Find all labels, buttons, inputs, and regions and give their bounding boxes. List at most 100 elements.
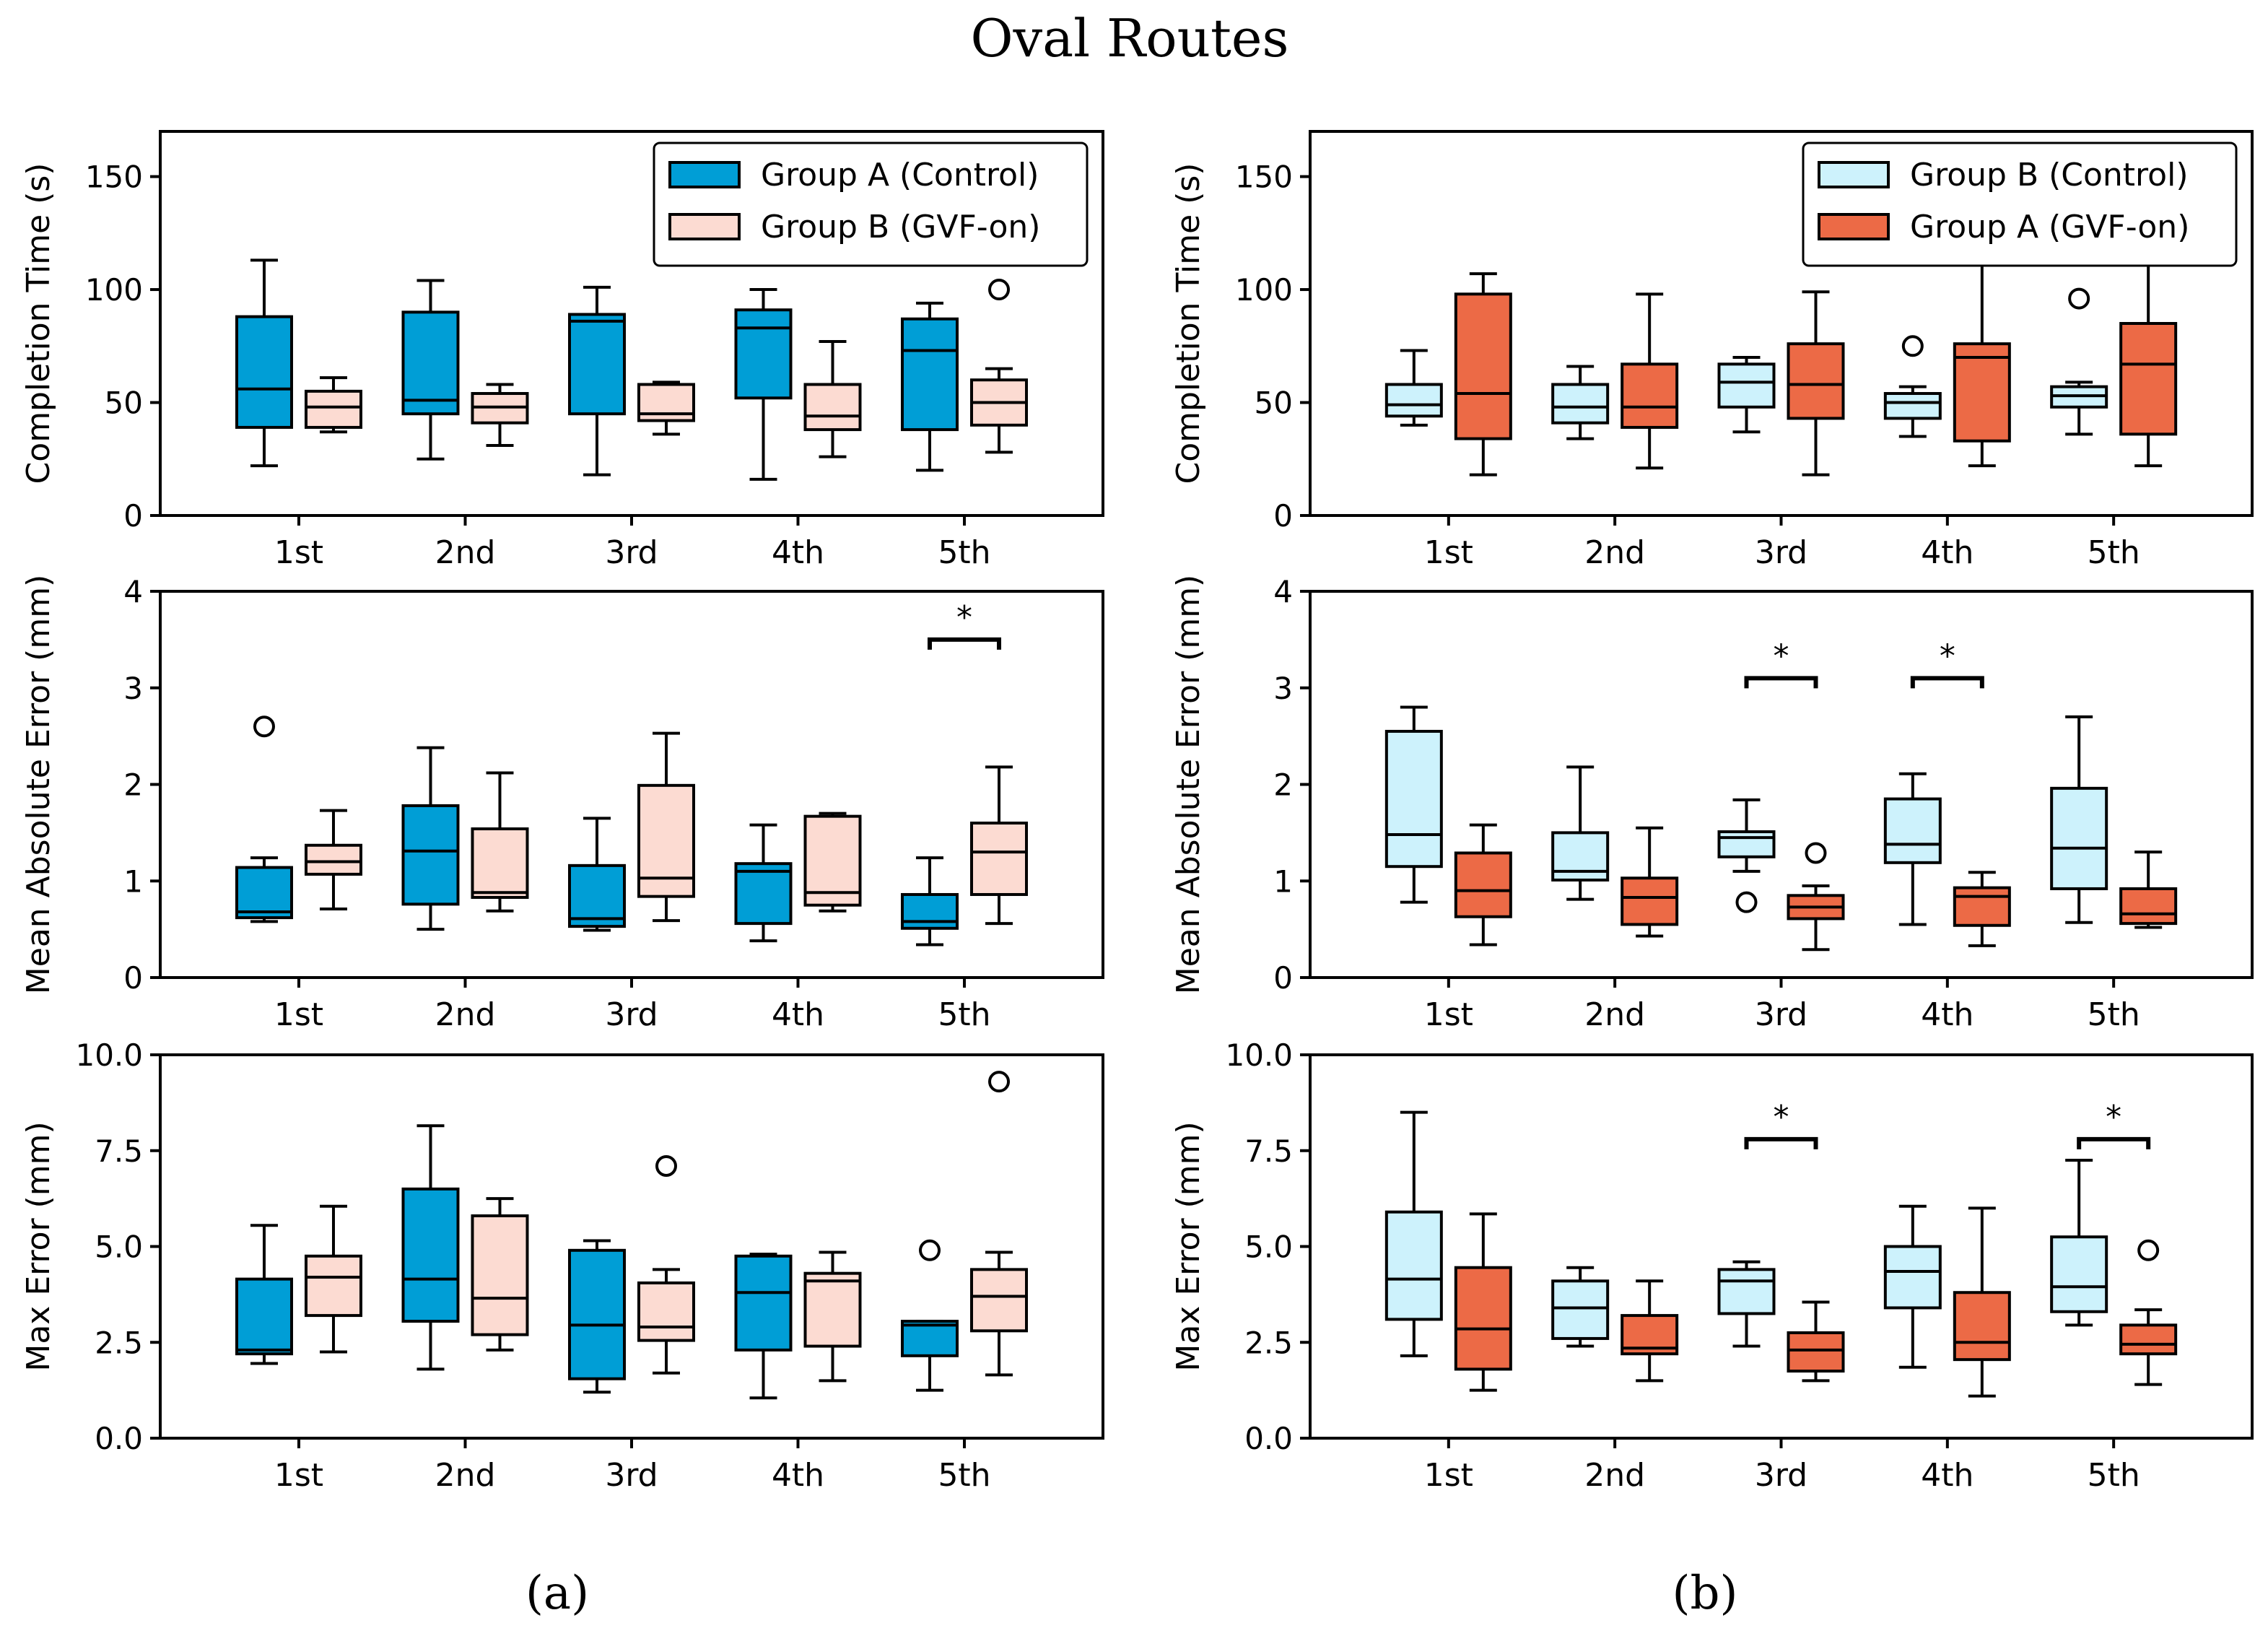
box-series1-2nd <box>1551 1266 1610 1348</box>
box-iqr <box>1384 383 1443 418</box>
y-tick-label: 100 <box>1235 272 1293 308</box>
box-series1-3rd <box>568 285 626 477</box>
y-tick-label: 2 <box>1273 767 1293 803</box>
y-tick-label: 10.0 <box>75 1037 143 1073</box>
y-tick-label: 0.0 <box>1244 1421 1293 1456</box>
x-tick-label: 3rd <box>1755 534 1807 571</box>
box-iqr <box>401 1187 460 1323</box>
x-tick-label: 1st <box>274 996 323 1033</box>
box-iqr <box>304 843 362 876</box>
box-iqr <box>1717 830 1776 858</box>
box-series2-2nd <box>471 771 529 913</box>
x-tick-label: 4th <box>1921 534 1973 571</box>
y-tick-label: 5.0 <box>95 1230 143 1265</box>
box-iqr <box>734 308 793 400</box>
x-tick-label: 5th <box>938 1457 990 1494</box>
box-series1-3rd <box>1717 1260 1776 1348</box>
significance-star: * <box>1774 638 1789 674</box>
x-tick-label: 5th <box>938 534 990 571</box>
box-series2-2nd <box>471 383 529 447</box>
significance-star: * <box>956 599 972 636</box>
box-iqr <box>568 1248 626 1380</box>
outlier-point <box>2068 287 2090 310</box>
axes-frame <box>159 1053 1104 1440</box>
box-iqr <box>1621 362 1679 429</box>
outlier-point <box>988 1071 1011 1093</box>
box-series1-2nd <box>401 1124 460 1371</box>
box-iqr <box>901 1320 959 1357</box>
y-tick-label: 3 <box>1273 671 1293 706</box>
x-tick-label: 3rd <box>605 996 658 1033</box>
box-series1-1st <box>235 258 293 468</box>
x-tick-label: 4th <box>772 534 824 571</box>
significance-star: * <box>1940 638 1955 674</box>
y-tick-label: 50 <box>105 386 143 421</box>
x-tick-label: 5th <box>2088 1457 2140 1494</box>
x-tick-label: 1st <box>1424 996 1473 1033</box>
x-tick-label: 4th <box>1921 996 1973 1033</box>
box-iqr <box>471 827 529 899</box>
box-series2-5th <box>2119 256 2178 468</box>
x-tick-label: 5th <box>2088 534 2140 571</box>
legend-swatch <box>668 213 741 240</box>
legend: Group A (Control) Group B (GVF-on) <box>653 142 1089 267</box>
box-iqr <box>2050 786 2108 890</box>
y-axis-label: Mean Absolute Error (mm) <box>20 575 57 994</box>
panel-b-label: (b) <box>1672 1567 1738 1620</box>
box-series1-3rd <box>1717 798 1776 913</box>
box-series2-5th <box>970 1071 1029 1377</box>
box-iqr <box>235 315 293 429</box>
box-iqr <box>1787 342 1845 420</box>
box-series2-1st <box>304 809 362 911</box>
y-tick-label: 1 <box>1273 863 1293 899</box>
box-iqr <box>2050 1235 2108 1313</box>
box-iqr <box>734 862 793 926</box>
box-series2-1st <box>304 376 362 434</box>
x-tick-label: 1st <box>274 534 323 571</box>
legend-swatch <box>668 161 741 188</box>
x-tick-label: 2nd <box>435 996 496 1033</box>
y-tick-label: 0 <box>1273 498 1293 534</box>
box-iqr <box>901 317 959 432</box>
y-tick-label: 2.5 <box>1244 1325 1293 1360</box>
box-series2-4th <box>803 1250 862 1383</box>
box-series1-4th <box>1883 1204 1942 1369</box>
box-iqr <box>235 866 293 920</box>
x-tick-label: 4th <box>1921 1457 1973 1494</box>
y-tick-label: 2 <box>123 767 143 803</box>
chart-b-max: 0.0 2.5 5.0 7.5 10.0 Max Error (mm) 1st 2nd 3rd 4… <box>1170 1037 2254 1494</box>
outlier-point <box>988 279 1011 301</box>
box-series1-5th <box>2050 1159 2108 1327</box>
box-iqr <box>1551 831 1610 882</box>
outlier-point <box>253 715 275 738</box>
box-iqr <box>2119 322 2178 436</box>
y-tick-label: 0 <box>1273 960 1293 996</box>
y-tick-label: 5.0 <box>1244 1230 1293 1265</box>
box-iqr <box>235 1277 293 1356</box>
legend-frame <box>1802 142 2238 267</box>
box-series1-1st <box>1384 705 1443 904</box>
chart-b-mae: 0 1 2 3 4 Mean Absolute Error (mm) 1st 2nd 3rd 4t… <box>1170 574 2254 1033</box>
y-tick-label: 0 <box>123 498 143 534</box>
y-tick-label: 1 <box>123 863 143 899</box>
x-tick-label: 1st <box>1424 534 1473 571</box>
box-series1-1st <box>235 1224 293 1365</box>
box-iqr <box>1551 383 1610 425</box>
x-tick-label: 3rd <box>605 534 658 571</box>
box-series1-5th <box>901 856 959 947</box>
box-iqr <box>1883 392 1942 420</box>
outlier-point <box>655 1154 677 1177</box>
x-tick-label: 4th <box>772 1457 824 1494</box>
box-iqr <box>1621 876 1679 926</box>
box-series2-4th <box>1953 871 2011 947</box>
y-tick-label: 150 <box>1235 160 1293 195</box>
y-axis-label: Completion Time (s) <box>20 163 57 484</box>
x-tick-label: 3rd <box>1755 1457 1807 1494</box>
legend: Group B (Control) Group A (GVF-on) <box>1802 142 2238 267</box>
box-iqr <box>637 1281 695 1342</box>
x-tick-label: 2nd <box>435 1457 496 1494</box>
x-tick-label: 5th <box>938 996 990 1033</box>
figure-title: Oval Routes <box>971 8 1289 69</box>
legend-swatch <box>1818 213 1890 240</box>
